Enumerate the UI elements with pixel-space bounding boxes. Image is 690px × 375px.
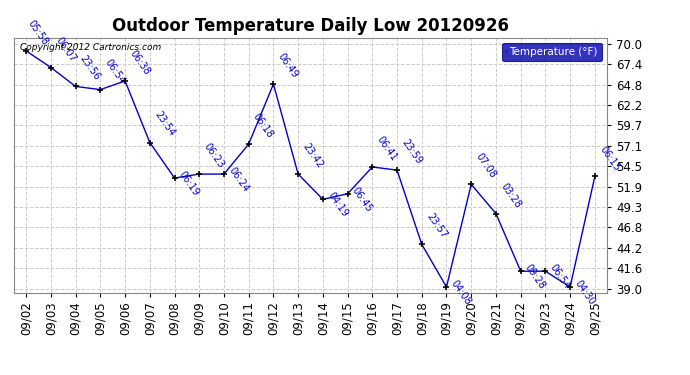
Text: 06:41: 06:41: [375, 135, 399, 163]
Text: 07:08: 07:08: [474, 152, 498, 180]
Text: 23:42: 23:42: [301, 141, 325, 170]
Text: 06:24: 06:24: [226, 165, 250, 194]
Title: Outdoor Temperature Daily Low 20120926: Outdoor Temperature Daily Low 20120926: [112, 16, 509, 34]
Text: 06:49: 06:49: [276, 52, 300, 80]
Text: 06:15: 06:15: [598, 144, 622, 172]
Text: 23:59: 23:59: [400, 138, 424, 166]
Text: 03:28: 03:28: [498, 181, 522, 210]
Text: Copyright 2012 Cartronics.com: Copyright 2012 Cartronics.com: [20, 43, 161, 52]
Text: 06:23: 06:23: [201, 141, 226, 170]
Text: 04:19: 04:19: [326, 190, 349, 219]
Text: 23:56: 23:56: [78, 54, 102, 82]
Text: 09:28: 09:28: [523, 262, 547, 291]
Text: 06:07: 06:07: [53, 35, 77, 63]
Text: 05:58: 05:58: [26, 18, 50, 47]
Text: 23:57: 23:57: [424, 211, 448, 240]
Text: 06:38: 06:38: [128, 48, 152, 77]
Text: 06:54: 06:54: [103, 57, 127, 86]
Text: 06:54: 06:54: [548, 262, 572, 291]
Text: 06:45: 06:45: [350, 185, 374, 213]
Text: 06:18: 06:18: [251, 112, 275, 140]
Text: 06:19: 06:19: [177, 169, 201, 198]
Legend: Temperature (°F): Temperature (°F): [502, 43, 602, 61]
Text: 23:54: 23:54: [152, 110, 177, 138]
Text: 04:30: 04:30: [573, 278, 597, 307]
Text: 04:08: 04:08: [449, 278, 473, 307]
